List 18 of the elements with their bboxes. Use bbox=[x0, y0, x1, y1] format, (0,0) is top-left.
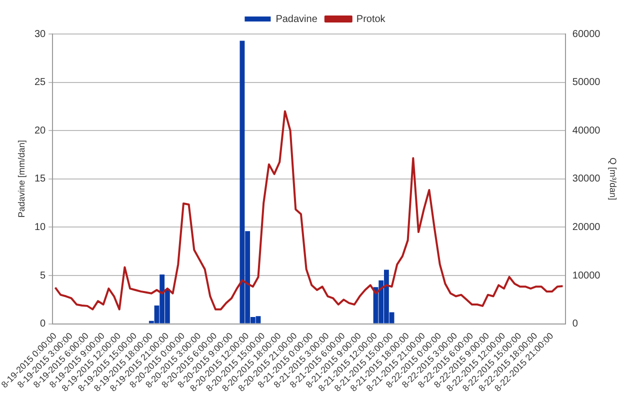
y-tick-label: 30 bbox=[34, 28, 46, 40]
legend-label: Padavine bbox=[276, 14, 318, 25]
y2-tick-label: 20000 bbox=[572, 222, 601, 233]
y2-tick-label: 10000 bbox=[572, 270, 601, 282]
y2-tick-label: 60000 bbox=[572, 28, 601, 40]
y2-tick-label: 30000 bbox=[572, 174, 601, 185]
y2-tick-label: 0 bbox=[572, 318, 578, 330]
y-tick-label: 10 bbox=[34, 222, 46, 233]
legend-label: Protok bbox=[356, 14, 386, 25]
y-axis-title: Padavine [mm/dan] bbox=[16, 140, 27, 218]
y-tick-label: 15 bbox=[34, 174, 46, 185]
y-tick-label: 20 bbox=[34, 125, 46, 136]
y-tick-label: 25 bbox=[34, 77, 46, 88]
y2-tick-label: 50000 bbox=[572, 77, 601, 88]
y2-tick-label: 40000 bbox=[572, 125, 601, 136]
y-tick-label: 5 bbox=[40, 270, 46, 282]
y2-axis-title: Q [m³/dan] bbox=[608, 158, 618, 200]
y-tick-label: 0 bbox=[40, 318, 46, 330]
